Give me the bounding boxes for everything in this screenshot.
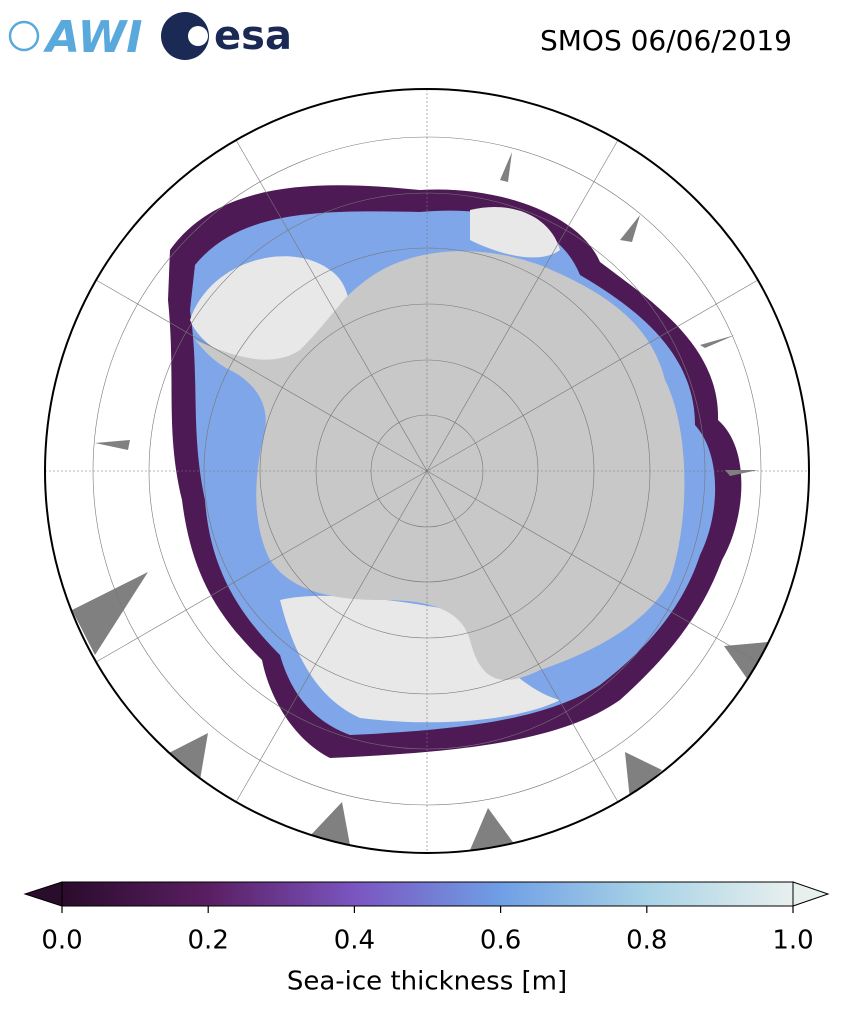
esa-mark xyxy=(188,26,208,46)
colorbar-tick-label: 0.6 xyxy=(480,926,521,956)
island xyxy=(500,152,512,182)
colorbar-frame xyxy=(61,881,794,907)
island xyxy=(72,572,148,655)
colorbar-tick-label: 0.0 xyxy=(41,926,82,956)
map-boundary xyxy=(44,88,810,854)
island xyxy=(470,808,515,850)
colorbar-label: Sea-ice thickness [m] xyxy=(287,967,567,997)
island xyxy=(308,802,350,845)
awi-text: AWI xyxy=(43,12,143,63)
islands xyxy=(72,152,768,850)
graticule xyxy=(45,89,809,853)
island xyxy=(725,470,758,476)
island xyxy=(700,335,735,348)
colorbar: 0.0 0.2 0.4 0.6 0.8 1.0 xyxy=(23,881,830,956)
title: SMOS 06/06/2019 xyxy=(540,24,792,57)
esa-globe xyxy=(161,12,209,60)
ice-ross xyxy=(280,595,560,723)
colorbar-tick-label: 0.4 xyxy=(334,926,375,956)
colorbar-extend-min xyxy=(23,881,63,907)
island xyxy=(95,440,130,450)
island xyxy=(165,733,208,780)
colorbar-tick-label: 0.2 xyxy=(188,926,229,956)
esa-logo: esa xyxy=(161,12,292,60)
ice-east xyxy=(470,206,560,258)
meridian xyxy=(95,279,759,663)
awi-logo: AWI xyxy=(8,12,143,63)
colorbar-ramp xyxy=(62,882,793,906)
esa-text: esa xyxy=(214,13,292,59)
map xyxy=(45,89,809,853)
colorbar-tick-label: 1.0 xyxy=(772,926,813,956)
awi-globe xyxy=(8,20,40,52)
island xyxy=(724,642,768,680)
antarctica xyxy=(195,251,685,680)
colorbar-tick-label: 0.8 xyxy=(626,926,667,956)
island xyxy=(620,215,640,242)
island xyxy=(625,752,662,800)
colorbar-extend-max xyxy=(792,881,830,907)
